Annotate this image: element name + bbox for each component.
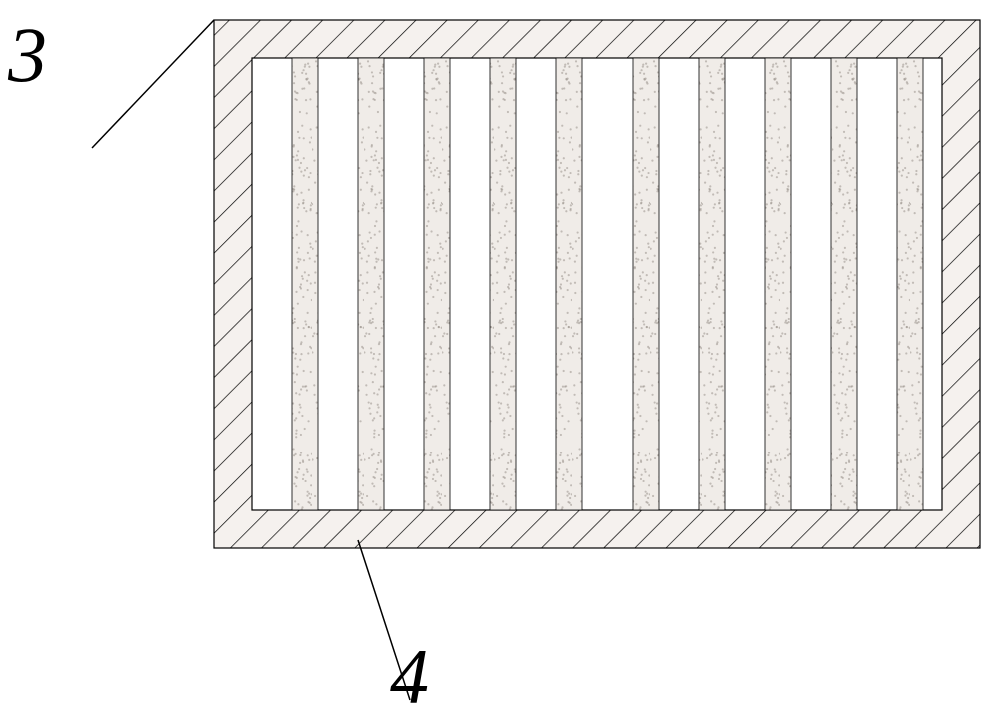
slat-6 xyxy=(633,58,659,510)
slat-3 xyxy=(424,58,450,510)
diagram-canvas: 3 4 xyxy=(0,0,1000,720)
slat-10 xyxy=(897,58,923,510)
slat-8 xyxy=(765,58,791,510)
slat-4 xyxy=(490,58,516,510)
slat-5 xyxy=(556,58,582,510)
slat-7 xyxy=(699,58,725,510)
diagram-svg xyxy=(0,0,1000,720)
slat-2 xyxy=(358,58,384,510)
leader-4 xyxy=(358,540,410,700)
leader-3 xyxy=(92,20,214,148)
slat-9 xyxy=(831,58,857,510)
slat-1 xyxy=(292,58,318,510)
